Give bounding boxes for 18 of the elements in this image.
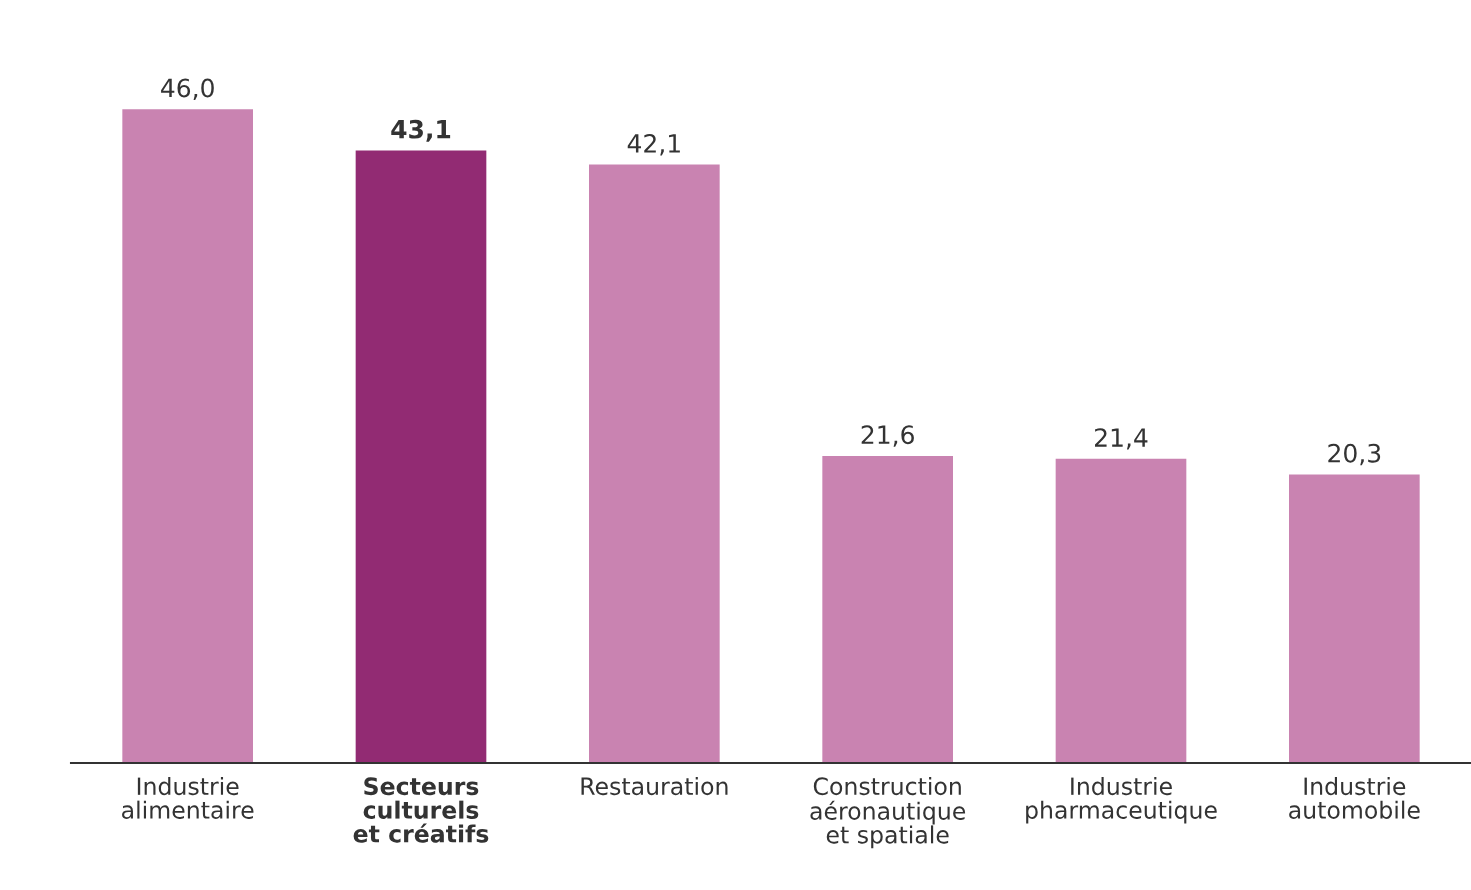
bar — [1055, 458, 1187, 763]
x-tick-label: Construction aéronautique et spatiale — [810, 776, 966, 849]
x-tick-label: Secteurs culturels et créatifs — [353, 777, 489, 843]
data-label: 46,0 — [161, 78, 214, 100]
bar — [122, 109, 253, 763]
data-label: 42,1 — [627, 133, 680, 156]
x-tick-label: Restauration — [581, 776, 728, 796]
data-label: 21,4 — [1095, 428, 1148, 450]
data-label: 43,1 — [391, 119, 451, 142]
bar — [1289, 474, 1420, 763]
bar — [822, 455, 953, 763]
bar — [355, 150, 487, 763]
data-label: 20,3 — [1328, 443, 1381, 466]
x-tick-label: Industrie alimentaire — [122, 776, 254, 819]
bar — [589, 164, 720, 763]
data-label: 21,6 — [861, 425, 914, 447]
x-tick-label: Industrie automobile — [1289, 776, 1420, 819]
x-tick-label: Industrie pharmaceutique — [1026, 776, 1217, 824]
